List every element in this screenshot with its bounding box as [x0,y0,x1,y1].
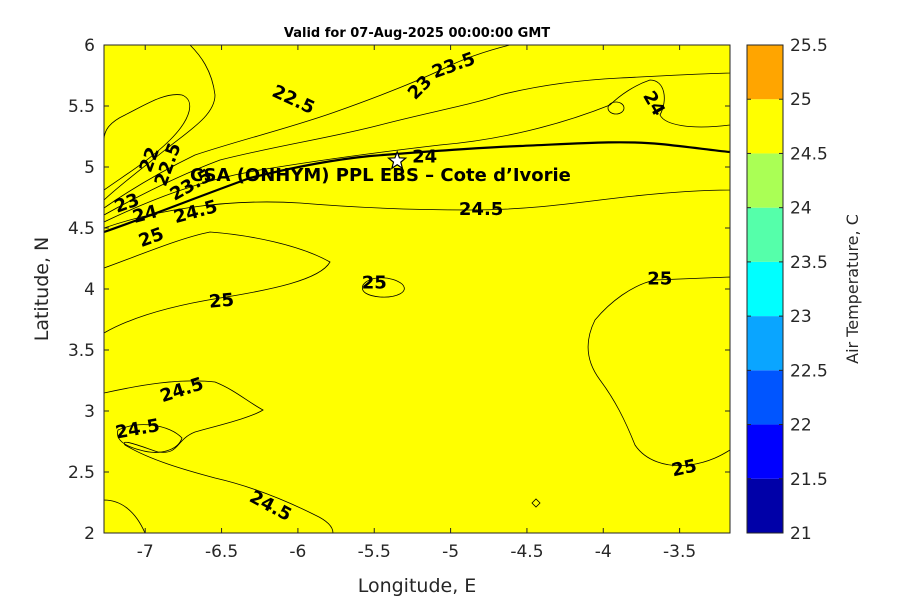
colorbar [746,44,784,534]
band-24-5-ne-spot [607,101,625,115]
band-24-5-pocket [117,424,183,453]
band-25-west [104,231,331,334]
x-tick-label: -6 [289,542,306,562]
chart-title: Valid for 07-Aug-2025 00:00:00 GMT [284,26,550,41]
colorbar-tick-label: 25.5 [790,36,828,56]
colorbar-segment [747,45,783,100]
colorbar-tick-label: 22.5 [790,361,828,381]
contour-label: 25 [647,269,672,290]
contour-label: 24 [412,147,437,168]
y-tick-label: 5.5 [68,97,95,117]
x-tick-label: -5.5 [358,542,391,562]
colorbar-tick-label: 22 [790,416,812,436]
colorbar-segment [747,316,783,371]
contour-label: 24.5 [459,199,503,220]
site-name-label: CSA (ONHYM) PPL EBS – Cote d’Ivorie [190,165,571,186]
x-tick-label: -4.5 [510,542,543,562]
x-tick-label: -6.5 [205,542,238,562]
colorbar-label: Air Temperature, C [843,214,862,364]
x-tick-label: -4 [595,542,612,562]
colorbar-tick-label: 21 [790,524,812,544]
contour-label: 25 [362,272,387,293]
colorbar-segment [747,478,783,533]
band-25-east [587,276,730,466]
colorbar-tick-label: 24.5 [790,144,828,164]
y-tick-label: 3.5 [68,341,95,361]
colorbar-tick-label: 23.5 [790,253,828,273]
colorbar-segment [747,99,783,154]
contour-label: 25 [670,455,699,481]
band-24-24-5-north [104,45,730,229]
y-tick-label: 4 [84,280,95,300]
y-tick-label: 2 [84,524,95,544]
x-axis-ticks: -7 -6.5 -6 -5.5 -5 -4.5 -4 -3.5 [137,45,696,562]
y-tick-label: 2.5 [68,463,95,483]
colorbar-tick-label: 23 [790,307,812,327]
colorbar-tick-label: 25 [790,90,812,110]
x-tick-label: -7 [137,542,154,562]
band-23-23-5 [104,45,730,216]
band-22-22-5 [104,45,216,201]
band-23-5-southwest [104,499,146,533]
colorbar-segment [747,424,783,479]
band-23-5-24 [104,45,730,223]
contour-label: 25 [208,290,235,313]
contour-field [104,45,730,533]
y-axis-ticks: 2 2.5 3 3.5 4 4.5 5 5.5 6 [68,36,730,544]
band-small-diamond [531,498,541,508]
site-marker: CSA (ONHYM) PPL EBS – Cote d’Ivorie [190,150,571,186]
colorbar-segment [747,261,783,317]
band-21-5-22 [104,94,191,191]
colorbar-segment [747,153,783,208]
star-icon [387,150,408,170]
coastline [104,141,730,234]
band-25-center [361,277,405,298]
x-tick-label: -3.5 [663,542,696,562]
x-tick-label: -5 [442,542,459,562]
y-tick-label: 4.5 [68,219,95,239]
colorbar-ticks: 21 21.5 22 22.5 23 23.5 24 24.5 25 25.5 [747,36,828,544]
y-tick-label: 5 [84,158,95,178]
colorbar-tick-label: 21.5 [790,470,828,490]
y-tick-label: 6 [84,36,95,56]
colorbar-segment [747,207,783,262]
colorbar-segment [747,370,783,425]
band-24-5-25 [104,45,730,533]
y-axis-label: Latitude, N [31,237,53,342]
colorbar-frame [746,44,784,534]
x-axis-label: Longitude, E [358,575,477,597]
band-24-24-5-southwest [104,380,334,533]
band-22-5-23 [104,45,511,209]
y-tick-label: 3 [84,402,95,422]
colorbar-tick-label: 24 [790,199,812,219]
